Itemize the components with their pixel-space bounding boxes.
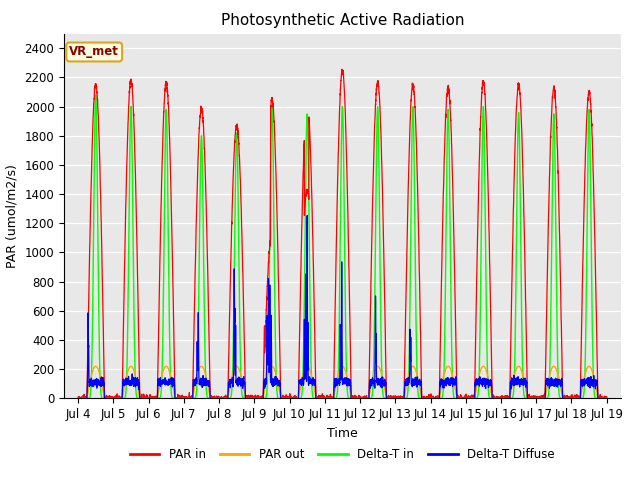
Delta-T in [74,396,82,401]
Delta-T in [491,396,499,401]
Delta-T Diffuse [169,377,177,383]
Delta-T Diffuse [603,396,611,401]
Delta-T Diffuse [461,396,468,401]
Title: Photosynthetic Active Radiation: Photosynthetic Active Radiation [221,13,464,28]
PAR in [170,296,177,302]
X-axis label: Time: Time [327,427,358,440]
PAR out [74,396,82,401]
Y-axis label: PAR (umol/m2/s): PAR (umol/m2/s) [6,164,19,268]
PAR out [603,396,611,401]
Line: Delta-T in: Delta-T in [78,95,607,398]
PAR in [74,396,82,401]
Legend: PAR in, PAR out, Delta-T in, Delta-T Diffuse: PAR in, PAR out, Delta-T in, Delta-T Dif… [125,443,560,466]
PAR in [602,396,610,401]
Line: Delta-T Diffuse: Delta-T Diffuse [78,216,607,398]
PAR in [491,396,499,401]
Delta-T in [92,92,100,98]
PAR out [491,396,499,401]
Delta-T in [603,396,611,401]
Delta-T Diffuse [491,396,499,401]
PAR out [461,396,468,401]
PAR out [323,396,330,401]
Delta-T in [602,396,610,401]
Delta-T in [431,396,439,401]
PAR in [323,396,330,401]
Delta-T in [461,396,468,401]
PAR out [431,396,439,401]
PAR in [74,395,82,400]
Line: PAR out: PAR out [78,366,607,398]
Delta-T Diffuse [303,213,311,218]
Text: VR_met: VR_met [69,46,119,59]
PAR in [432,396,440,401]
Delta-T Diffuse [74,396,82,401]
Delta-T in [323,396,330,401]
PAR out [92,363,100,369]
Delta-T in [170,396,177,401]
Delta-T Diffuse [323,396,330,401]
PAR out [602,396,610,401]
Delta-T Diffuse [431,396,439,401]
PAR out [170,385,177,391]
PAR in [603,394,611,400]
PAR in [338,66,346,72]
Line: PAR in: PAR in [78,69,607,398]
PAR in [461,396,468,401]
Delta-T Diffuse [602,396,610,401]
